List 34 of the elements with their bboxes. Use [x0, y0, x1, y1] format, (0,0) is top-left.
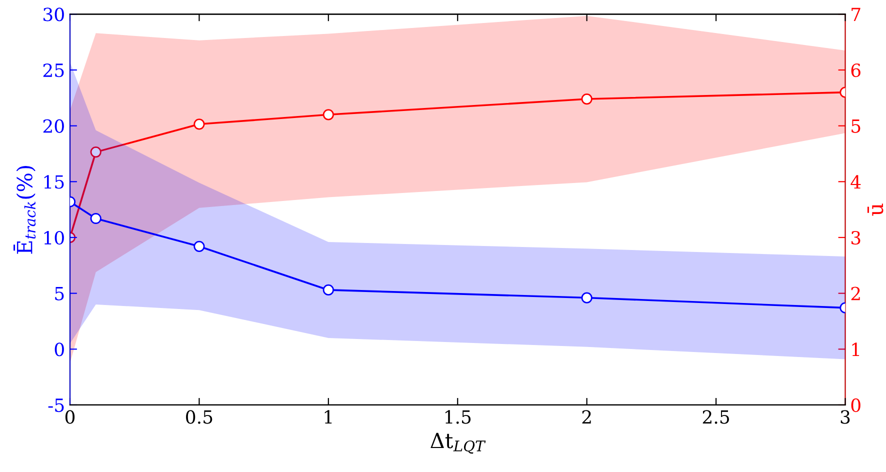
x-tick-label: 2: [582, 410, 591, 424]
x-axis-title: Δt$_{LQT}$: [430, 432, 486, 454]
x-tick-label: 0: [65, 410, 75, 424]
y-tick-label: 20: [43, 119, 64, 133]
x-tick-label: 3: [840, 410, 850, 424]
y-tick-label: 0: [54, 342, 64, 356]
y2-tick-label: 5: [852, 120, 860, 133]
x-tick-label: 1.5: [445, 410, 471, 424]
y2-tick-label: 7: [852, 8, 860, 22]
y2-tick-label: 1: [852, 342, 860, 356]
x-tick-label: 1: [324, 410, 332, 424]
y2-tick-label: 3: [851, 230, 860, 245]
y-tick-label: 10: [44, 230, 64, 245]
y2-tick-label: 4: [850, 175, 861, 189]
y-tick-label: 5: [55, 287, 64, 300]
y-tick-label: -5: [48, 398, 64, 412]
x-tick-label: 2.5: [702, 410, 729, 424]
y2-tick-label: 6: [851, 63, 860, 78]
y-tick-label: 30: [44, 8, 64, 22]
y2-tick-label: 2: [851, 286, 860, 300]
y2-tick-label: 0: [851, 398, 860, 412]
point: [322, 109, 334, 120]
point: [581, 292, 592, 304]
point: [194, 240, 205, 252]
y-tick-label: 15: [44, 175, 64, 189]
y-tick-label: 25: [43, 63, 64, 78]
point: [581, 93, 592, 105]
y2-axis-title: ū: [867, 204, 884, 216]
point: [90, 212, 102, 224]
y-axis-title: Ē$_{track}$(%): [14, 166, 36, 254]
point: [194, 118, 205, 130]
point: [322, 284, 334, 296]
x-tick-label: 0.5: [186, 410, 212, 424]
point: [90, 146, 102, 158]
